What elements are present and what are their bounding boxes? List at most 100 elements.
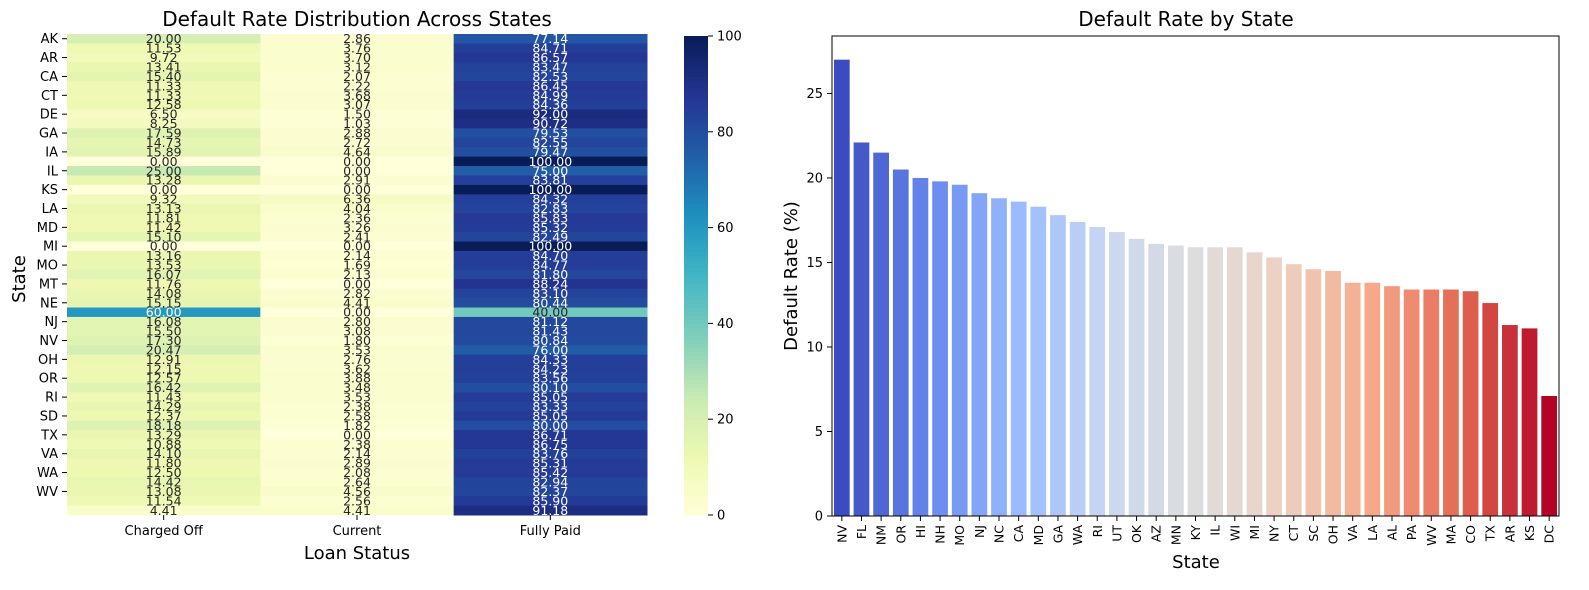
colorbar-tick-label: 80 (717, 125, 734, 140)
heatmap-cell (67, 279, 261, 290)
heatmap-cell-value: 9.32 (150, 192, 178, 207)
heatmap-cell (453, 316, 648, 327)
heatmap-cell-value: 20.00 (146, 31, 182, 46)
heatmap-cell-value: 2.91 (343, 173, 371, 188)
heatmap-row-tick-label: AR (40, 51, 58, 66)
heatmap-cell-value: 84.99 (532, 88, 568, 103)
colorbar-segment (684, 119, 708, 125)
heatmap-cell (67, 147, 261, 158)
colorbar-segment (684, 439, 708, 444)
colorbar-segment (684, 207, 708, 213)
colorbar-segment (684, 199, 708, 205)
colorbar-segment (684, 459, 708, 464)
heatmap-cell-value: 0.00 (343, 182, 371, 197)
heatmap-cell-value: 3.70 (343, 50, 371, 65)
colorbar-tick-label: 100 (717, 30, 742, 45)
heatmap-cell-value: 13.13 (146, 201, 182, 216)
heatmap-cell (67, 392, 261, 403)
heatmap-cell (67, 496, 261, 507)
heatmap-cell-value: 85.05 (532, 408, 568, 423)
heatmap-cell-value: 0.00 (343, 305, 371, 320)
heatmap-cell (453, 203, 648, 214)
colorbar-segment (684, 75, 708, 81)
heatmap-cell-value: 0.00 (343, 239, 371, 254)
colorbar-tick-label: 40 (717, 317, 734, 332)
heatmap-cell-value: 91.18 (532, 503, 568, 518)
heatmap-row-tick-label: WA (37, 466, 58, 481)
colorbar-segment (684, 387, 708, 392)
bar-x-tick-label: FL (854, 525, 869, 539)
colorbar-segment (684, 255, 708, 261)
bar-x-tick-label: NH (933, 525, 948, 544)
heatmap-cell-value: 76.00 (532, 342, 568, 357)
bar-hi (912, 177, 929, 516)
colorbar-segment (684, 467, 708, 472)
heatmap-row-tick-label: IA (45, 145, 58, 160)
heatmap-cell (453, 109, 648, 120)
heatmap-cell-value: 16.08 (146, 314, 182, 329)
heatmap-cell-value: 15.89 (146, 144, 182, 159)
heatmap-cell (260, 439, 455, 450)
bar-x-tick-label: SC (1306, 525, 1321, 542)
bar-wi (1226, 247, 1243, 516)
bar-ok (1128, 238, 1145, 516)
colorbar-segment (684, 335, 708, 340)
colorbar-segment (684, 147, 708, 153)
heatmap-cell (260, 279, 455, 290)
heatmap-cell-value: 12.15 (146, 361, 182, 376)
colorbar-segment (684, 383, 708, 388)
heatmap-cell-value: 0.00 (343, 163, 371, 178)
heatmap-cell (260, 34, 455, 44)
bar-x-tick-label: UT (1109, 525, 1124, 542)
heatmap-cell-value: 13.41 (146, 60, 182, 75)
colorbar-segment (684, 151, 708, 157)
heatmap-cell-value: 4.41 (150, 503, 178, 518)
heatmap-cell-value: 14.10 (146, 446, 182, 461)
colorbar-segment (684, 431, 708, 436)
heatmap-cell (453, 458, 648, 469)
colorbar-segment (684, 347, 708, 352)
bar-x-tick-label: VA (1345, 525, 1360, 542)
heatmap-cell (260, 222, 455, 233)
colorbar-segment (684, 267, 708, 273)
heatmap-cell-value: 13.29 (146, 427, 182, 442)
heatmap-cell-value: 85.42 (532, 465, 568, 480)
colorbar-segment (684, 427, 708, 432)
bar-y-tick-label: 15 (806, 256, 823, 271)
heatmap-row-tick-label: MD (37, 221, 58, 236)
bar-ks (1521, 328, 1538, 516)
heatmap-cell (453, 241, 648, 252)
heatmap-column-tick-label: Fully Paid (520, 524, 581, 539)
heatmap-cell-value: 11.76 (146, 276, 182, 291)
bar-x-tick-label: NC (992, 525, 1007, 543)
colorbar-segment (684, 187, 708, 193)
colorbar-segment (684, 191, 708, 197)
bar-x-tick-label: WV (1424, 525, 1439, 546)
bar-wv (1423, 289, 1440, 516)
heatmap-cell (67, 430, 261, 441)
heatmap-cell-value: 20.47 (146, 342, 182, 357)
heatmap-cell-value: 3.26 (343, 220, 371, 235)
heatmap-x-axis-label: Loan Status (304, 543, 410, 564)
heatmap-cell-value: 2.38 (343, 437, 371, 452)
heatmap-cell-value: 2.36 (343, 210, 371, 225)
heatmap-cell-value: 84.77 (532, 258, 568, 273)
heatmap-cell-value: 86.75 (532, 437, 568, 452)
heatmap-cell (67, 71, 261, 82)
heatmap-cell (67, 260, 261, 271)
heatmap-cell (453, 373, 648, 384)
bar-nh (932, 181, 948, 516)
heatmap-cell (67, 448, 261, 459)
heatmap-cell-value: 2.07 (343, 69, 371, 84)
heatmap-cell-value: 0.00 (150, 182, 178, 197)
heatmap-cell (453, 52, 648, 63)
heatmap-cell-value: 86.45 (532, 78, 568, 93)
heatmap-cell-value: 6.50 (150, 107, 178, 122)
heatmap-row-tick-label: SD (40, 409, 58, 424)
heatmap-cell-value: 83.10 (532, 286, 568, 301)
colorbar-segment (684, 279, 708, 285)
heatmap-cell (453, 71, 648, 82)
heatmap-cell (67, 62, 261, 73)
heatmap-cell (260, 411, 455, 422)
